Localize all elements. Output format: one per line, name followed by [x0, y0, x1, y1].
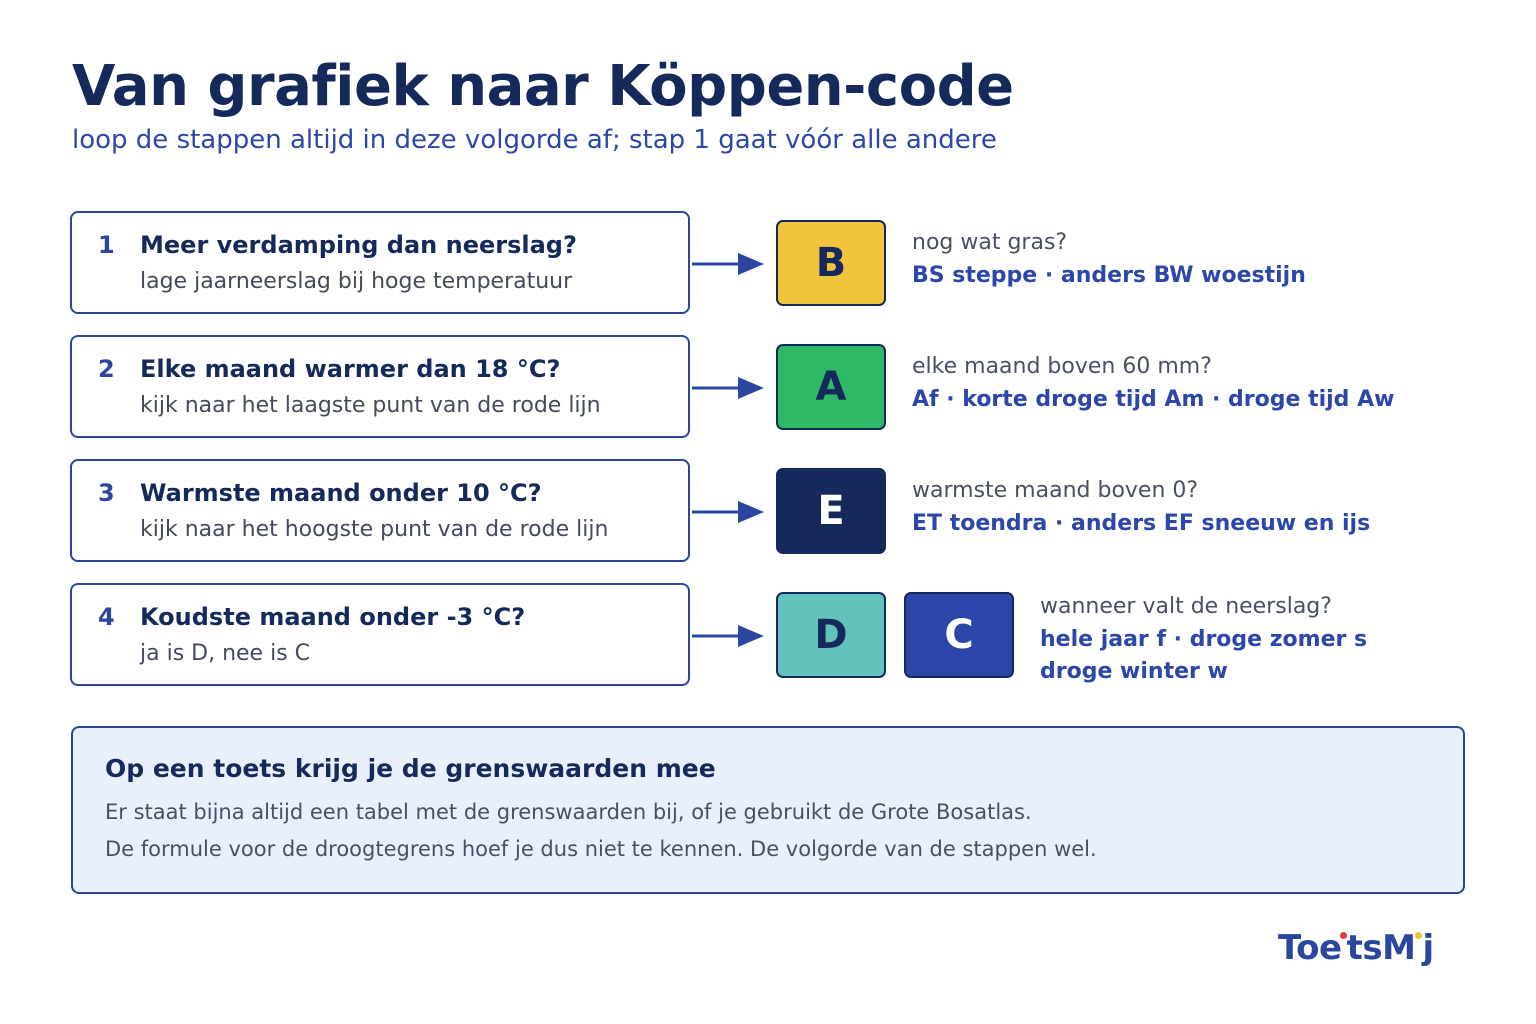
climate-code-e: E: [776, 468, 886, 554]
step-question: Koudste maand onder -3 °C?: [140, 603, 526, 631]
logo-yellow-dot: [1415, 932, 1423, 939]
step-question: Warmste maand onder 10 °C?: [140, 479, 542, 507]
outcome-answer: droge winter w: [1040, 659, 1228, 684]
climate-code-d: D: [776, 592, 886, 678]
logo-text-part: j: [1422, 928, 1434, 968]
step-hint: kijk naar het hoogste punt van de rode l…: [140, 517, 609, 542]
step-question: Meer verdamping dan neerslag?: [140, 231, 577, 259]
step-number: 2: [98, 355, 115, 383]
step-hint: kijk naar het laagste punt van de rode l…: [140, 393, 601, 418]
logo-text-part: tsM: [1346, 928, 1416, 968]
outcome-answer: ET toendra · anders EF sneeuw en ijs: [912, 511, 1371, 536]
outcome-answer: BS steppe · anders BW woestijn: [912, 263, 1306, 288]
climate-code-b: B: [776, 220, 886, 306]
page-title: Van grafiek naar Köppen-code: [72, 54, 1014, 119]
step-number: 3: [98, 479, 115, 507]
outcome-question: elke maand boven 60 mm?: [912, 354, 1212, 379]
step-number: 1: [98, 231, 115, 259]
climate-code-a: A: [776, 344, 886, 430]
step-hint: lage jaarneerslag bij hoge temperatuur: [140, 269, 573, 294]
outcome-question: nog wat gras?: [912, 230, 1068, 255]
note-title: Op een toets krijg je de grenswaarden me…: [105, 754, 716, 783]
step-question: Elke maand warmer dan 18 °C?: [140, 355, 561, 383]
step-4-box: 4 Koudste maand onder -3 °C? ja is D, ne…: [70, 583, 690, 686]
step-hint: ja is D, nee is C: [140, 641, 311, 666]
note-line: De formule voor de droogtegrens hoef je …: [105, 837, 1097, 861]
step-1-box: 1 Meer verdamping dan neerslag? lage jaa…: [70, 211, 690, 314]
logo-text-part: To: [1278, 928, 1320, 968]
page-subtitle: loop de stappen altijd in deze volgorde …: [72, 125, 997, 155]
arrow-right-icon: [692, 377, 764, 399]
climate-code-c: C: [904, 592, 1014, 678]
outcome-question: warmste maand boven 0?: [912, 478, 1199, 503]
step-2-box: 2 Elke maand warmer dan 18 °C? kijk naar…: [70, 335, 690, 438]
outcome-answer: hele jaar f · droge zomer s: [1040, 627, 1368, 652]
arrow-right-icon: [692, 501, 764, 523]
arrow-right-icon: [692, 625, 764, 647]
exam-note: Op een toets krijg je de grenswaarden me…: [71, 726, 1465, 894]
outcome-answer: Af · korte droge tijd Am · droge tijd Aw: [912, 387, 1395, 412]
arrow-right-icon: [692, 253, 764, 275]
note-line: Er staat bijna altijd een tabel met de g…: [105, 800, 1032, 824]
toetsmij-logo: Toe tsM j: [1278, 928, 1434, 968]
outcome-question: wanneer valt de neerslag?: [1040, 594, 1332, 619]
logo-text-part: e: [1319, 928, 1342, 968]
logo-red-dot: [1339, 932, 1347, 939]
step-3-box: 3 Warmste maand onder 10 °C? kijk naar h…: [70, 459, 690, 562]
step-number: 4: [98, 603, 115, 631]
